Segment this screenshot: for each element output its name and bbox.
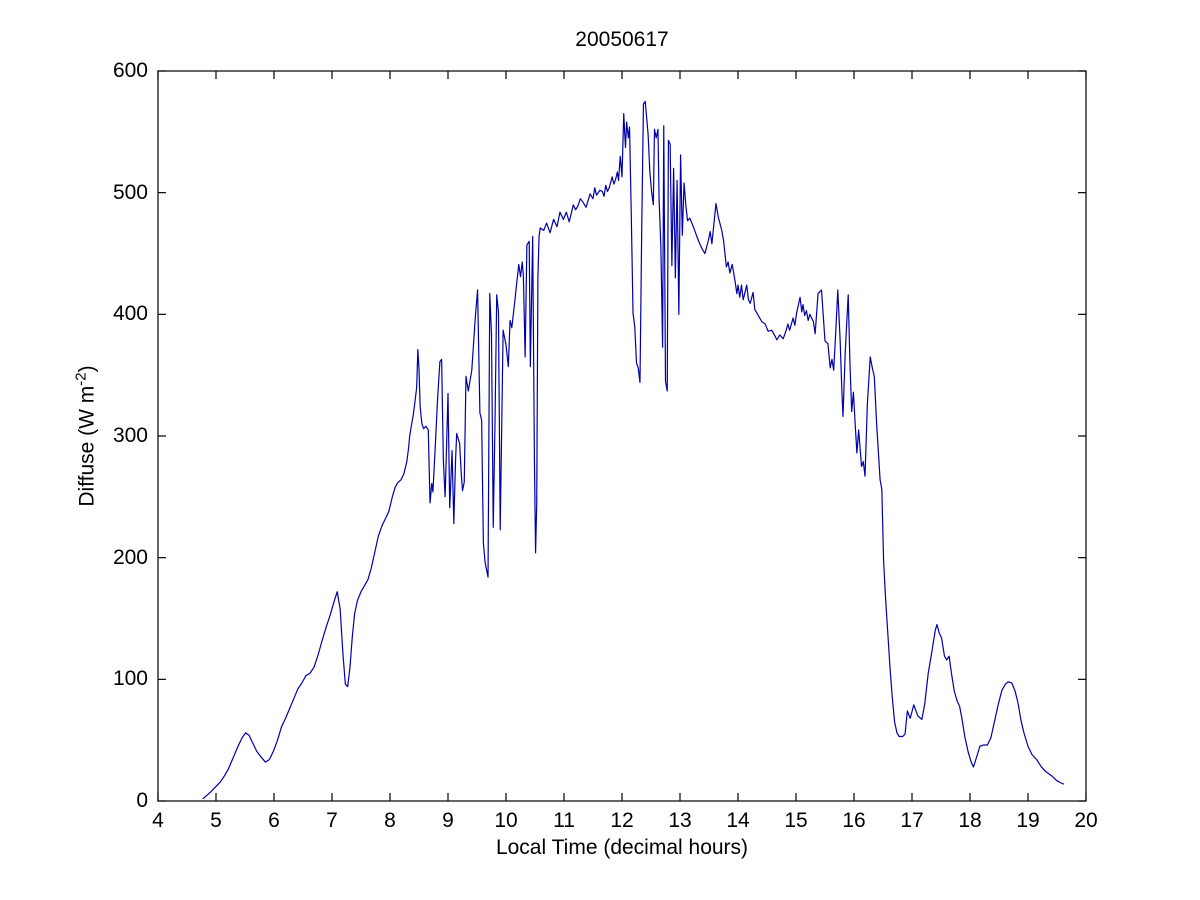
x-tick-label: 9 xyxy=(442,809,454,832)
x-tick-label: 17 xyxy=(900,809,924,832)
x-tick-label: 10 xyxy=(494,809,518,832)
x-tick-label: 15 xyxy=(784,809,808,832)
x-tick-label: 14 xyxy=(726,809,750,832)
y-tick-label: 100 xyxy=(112,667,148,691)
x-tick-label: 11 xyxy=(553,809,575,832)
x-tick-label: 13 xyxy=(668,809,692,832)
x-tick-label: 16 xyxy=(842,809,866,832)
y-tick-label: 200 xyxy=(112,545,148,569)
x-tick-label: 12 xyxy=(610,809,634,832)
chart-title: 20050617 xyxy=(575,28,669,51)
y-tick-label: 300 xyxy=(112,424,148,447)
y-tick-label: 400 xyxy=(112,302,148,326)
x-tick-label: 4 xyxy=(152,809,164,832)
x-axis-label: Local Time (decimal hours) xyxy=(495,836,749,859)
x-tick-label: 19 xyxy=(1016,809,1040,832)
axis-ticks xyxy=(157,70,1087,802)
x-tick-label: 7 xyxy=(326,809,338,832)
x-tick-label: 18 xyxy=(958,809,982,832)
y-tick-label: 500 xyxy=(112,180,148,204)
x-tick-label: 6 xyxy=(268,809,280,832)
y-axis-label-superscript: -2 xyxy=(72,372,90,386)
diffuse-line xyxy=(202,100,1064,800)
y-tick-label: 600 xyxy=(112,59,148,82)
y-axis-label-end: ) xyxy=(75,365,99,373)
x-tick-label: 5 xyxy=(210,809,222,832)
x-tick-label: 20 xyxy=(1074,809,1098,832)
x-tick-label: 8 xyxy=(384,809,396,832)
y-tick-label: 0 xyxy=(136,789,148,812)
